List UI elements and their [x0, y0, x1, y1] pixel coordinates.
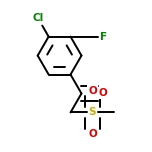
- Text: Cl: Cl: [32, 13, 43, 23]
- Text: O: O: [99, 88, 108, 98]
- Text: F: F: [100, 32, 107, 42]
- Text: O: O: [88, 129, 97, 139]
- Text: O: O: [88, 86, 97, 96]
- Text: S: S: [89, 107, 96, 117]
